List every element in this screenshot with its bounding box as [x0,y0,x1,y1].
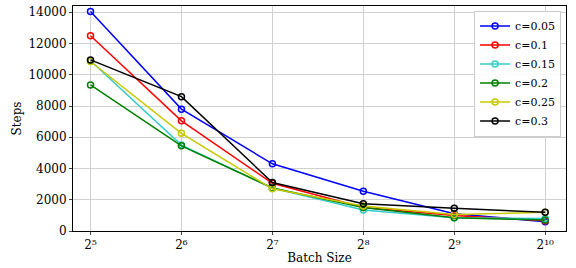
svg-text:14000: 14000 [28,5,66,19]
svg-text:c=0.25: c=0.25 [515,96,555,109]
svg-text:Batch Size: Batch Size [287,251,352,265]
svg-text:c=0.3: c=0.3 [515,115,548,128]
svg-text:0: 0 [59,224,67,238]
svg-text:2¹⁰: 2¹⁰ [537,238,554,252]
svg-text:2⁷: 2⁷ [266,238,279,252]
svg-text:2⁹: 2⁹ [448,238,461,252]
svg-text:6000: 6000 [36,130,67,144]
svg-text:c=0.15: c=0.15 [515,58,555,71]
svg-text:4000: 4000 [36,162,67,176]
svg-text:2⁵: 2⁵ [84,238,97,252]
svg-text:2000: 2000 [36,193,67,207]
svg-text:12000: 12000 [28,37,66,51]
svg-text:2⁶: 2⁶ [175,238,188,252]
svg-text:c=0.2: c=0.2 [515,77,548,90]
svg-text:c=0.1: c=0.1 [515,39,548,52]
svg-text:8000: 8000 [36,99,67,113]
svg-text:Steps: Steps [10,102,24,136]
svg-text:2⁸: 2⁸ [357,238,370,252]
svg-text:c=0.05: c=0.05 [515,20,555,33]
svg-text:10000: 10000 [28,68,66,82]
